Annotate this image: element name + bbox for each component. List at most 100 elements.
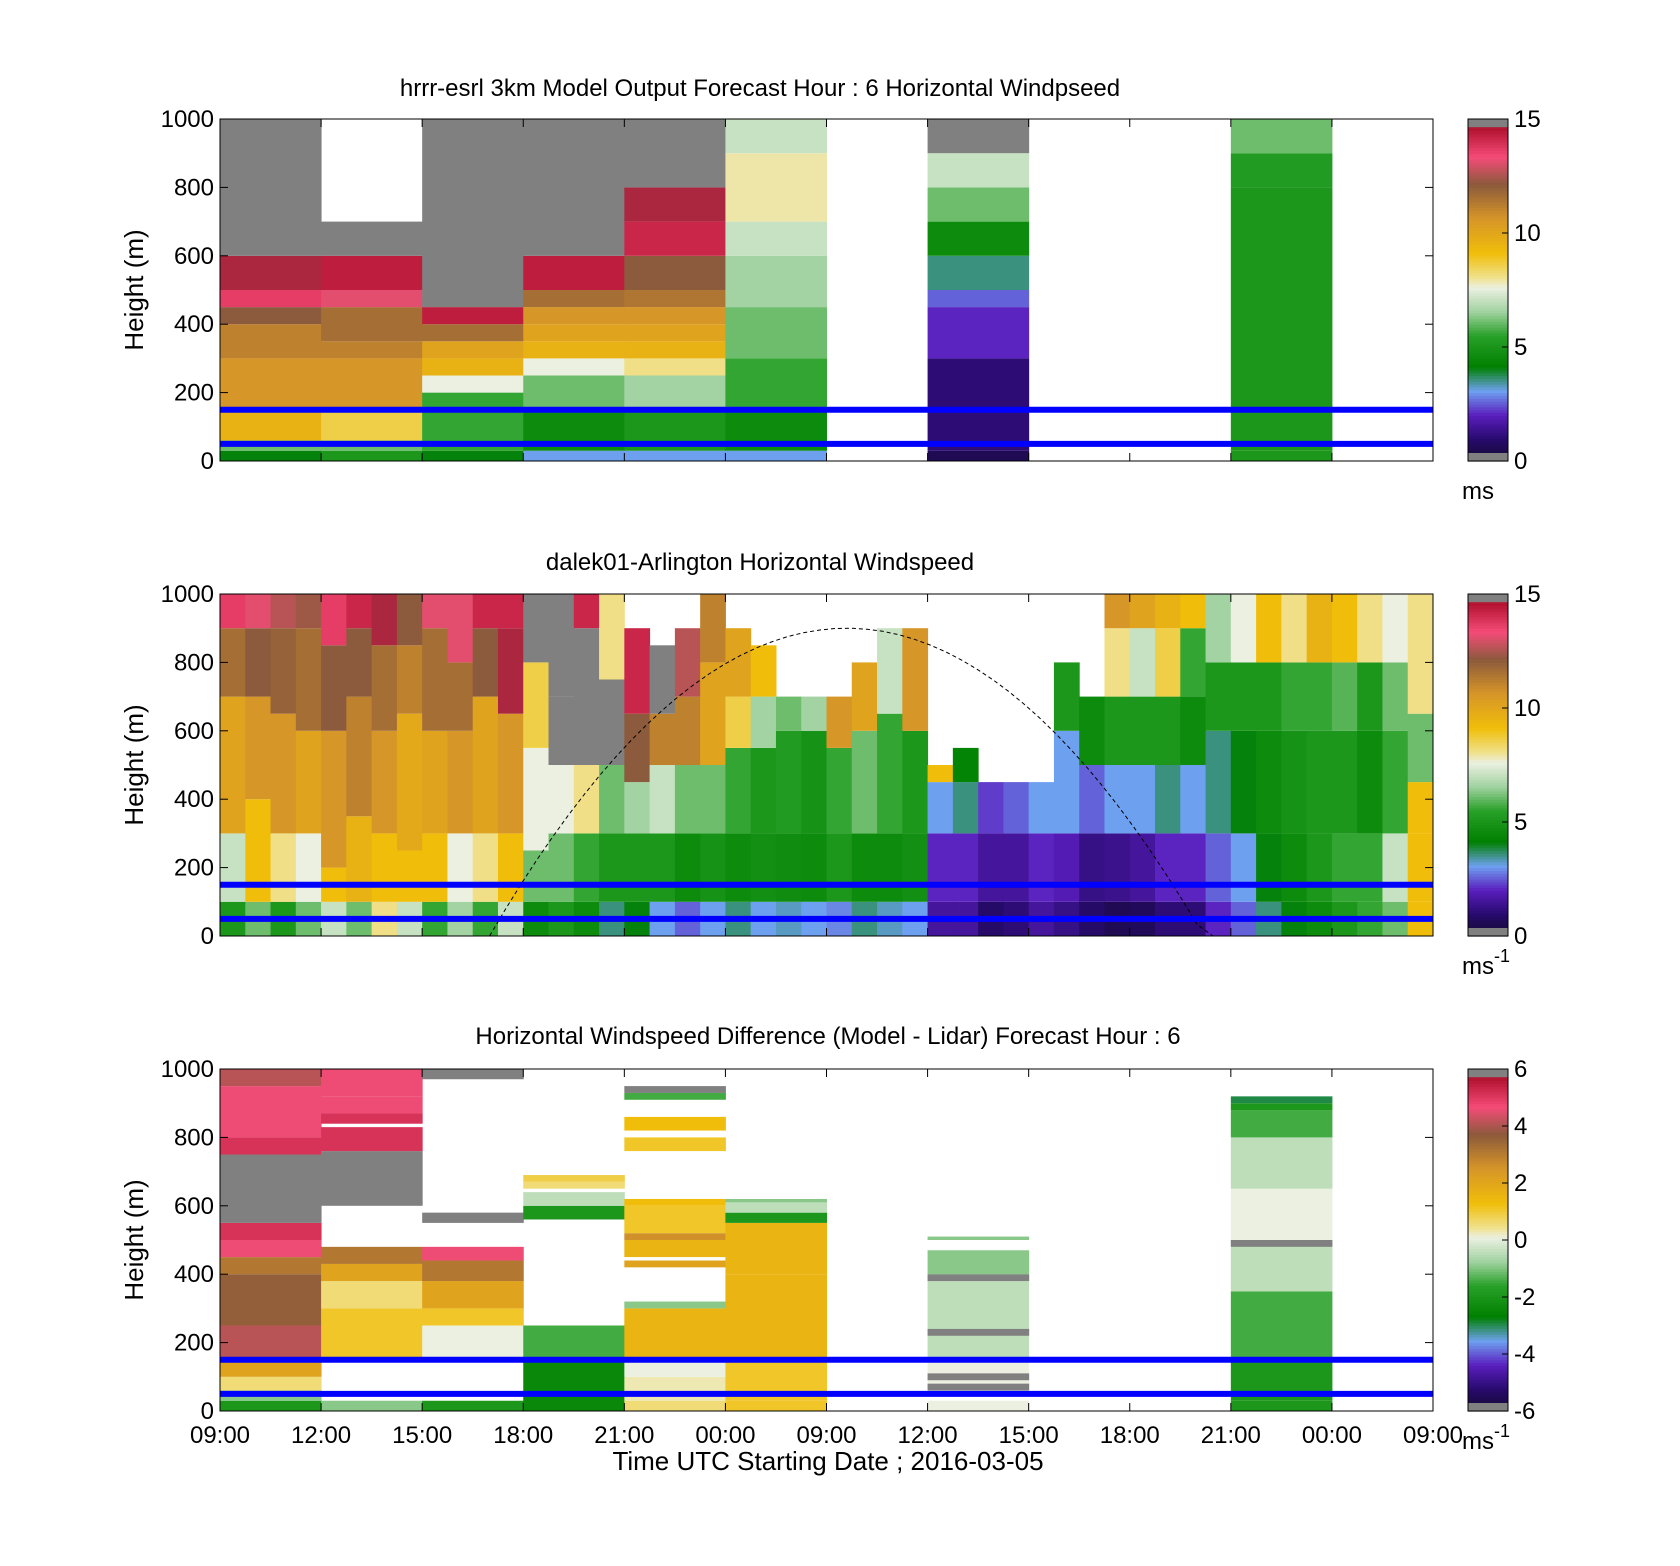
colorbar-swatch [1468,867,1508,872]
colorbar-swatch [1468,916,1508,920]
heatmap-cell [624,221,726,256]
colorbar-tick-label: -2 [1514,1284,1535,1311]
colorbar-swatch [1468,1277,1508,1281]
colorbar-swatch [1468,653,1508,658]
heatmap-cell [674,628,701,697]
colorbar-swatch [1468,341,1508,345]
heatmap-cell [1281,662,1308,731]
colorbar-swatch [1468,819,1508,823]
colorbar-swatch [1468,730,1508,735]
colorbar-swatch [1468,756,1508,760]
colorbar-swatch [1468,1268,1508,1272]
colorbar-swatch [1468,389,1508,394]
heatmap-cell [1079,696,1105,765]
heatmap-cell [396,645,423,714]
heatmap [220,1069,1333,1411]
heatmap-cell [321,1308,423,1360]
heatmap-cell [927,187,1030,222]
colorbar-swatch [1468,193,1508,197]
heatmap-cell [624,1092,726,1100]
colorbar-swatch [1468,1126,1508,1130]
colorbar-swatch [1468,1371,1508,1375]
heatmap-cell [220,358,322,410]
heatmap-cell [422,628,448,731]
colorbar-swatch [1468,1225,1508,1230]
panel-title: dalek01-Arlington Horizontal Windspeed [546,549,974,576]
colorbar-swatch [1468,375,1508,379]
colorbar-swatch [1468,1391,1508,1395]
colorbar-swatch [1468,670,1508,675]
heatmap-cell [750,696,777,748]
heatmap-cell [1079,833,1105,902]
colorbar-swatch [1468,1288,1508,1292]
colorbar-swatch [1468,1220,1508,1224]
colorbar-swatch [1468,352,1508,357]
heatmap-cell [573,628,600,765]
heatmap-cell [725,450,827,461]
colorbar-swatch [1468,662,1508,666]
heatmap-cell [472,696,499,834]
colorbar-swatch [1468,608,1508,612]
heatmap-cell [321,1281,423,1309]
colorbar-swatch [1468,1117,1508,1121]
heatmap-cell [624,1240,726,1258]
heatmap-cell [725,747,752,834]
colorbar-swatch [1468,1271,1508,1275]
heatmap-cell [927,221,1030,256]
heatmap-cell [295,594,322,629]
heatmap-cell [927,1274,1030,1282]
colorbar-swatch [1468,1214,1508,1218]
colorbar-swatch [1468,1308,1508,1312]
colorbar-swatch [1468,181,1508,186]
colorbar-swatch [1468,261,1508,265]
heatmap-cell [624,1400,726,1411]
heatmap-cell [321,1113,423,1124]
colorbar-swatch [1468,358,1508,362]
heatmap-cell [321,1096,423,1114]
heatmap-cell [220,1069,322,1087]
heatmap-cell [523,1181,625,1189]
colorbar-swatch [1468,1091,1508,1096]
colorbar-swatch [1468,762,1508,766]
colorbar-tick-label: 15 [1514,106,1541,133]
heatmap-cell [321,450,423,461]
heatmap-cell [775,833,802,902]
colorbar-swatch [1468,312,1508,317]
colorbar-swatch [1468,864,1508,869]
colorbar-swatch [1468,1362,1508,1366]
colorbar-swatch [1468,1157,1508,1161]
heatmap-cell [826,696,853,748]
colorbar-tick-label: 15 [1514,581,1541,608]
colorbar-swatch [1468,1388,1508,1392]
heatmap-cell [220,696,246,834]
heatmap-cell [1357,833,1383,902]
colorbar-swatch [1468,150,1508,154]
colorbar-swatch [1468,1257,1508,1261]
heatmap-cell [725,1202,827,1213]
heatmap-cell [371,645,398,731]
heatmap-cell [1331,594,1358,663]
heatmap-cell [624,324,726,342]
heatmap-cell [523,119,625,256]
colorbar-tick-label: 6 [1514,1056,1527,1083]
colorbar-frame [1467,593,1509,937]
heatmap-cell [649,765,676,834]
heatmap-cell [422,1069,524,1080]
heatmap-cell [927,782,954,834]
colorbar-swatch [1468,258,1508,263]
heatmap-cell [548,594,575,697]
colorbar-swatch [1468,719,1508,723]
colorbar-swatch [1468,613,1508,618]
colorbar-swatch [1468,153,1508,157]
colorbar-swatch [1468,435,1508,439]
heatmap-cell [472,594,499,629]
heatmap-cell [523,1205,625,1220]
colorbar-swatch [1468,1234,1508,1238]
colorbar-swatch [1468,267,1508,271]
colorbar-swatch [1468,710,1508,715]
colorbar-swatch [1468,682,1508,686]
heatmap-cell [1331,833,1358,902]
colorbar-swatch [1468,338,1508,342]
colorbar-swatch [1468,876,1508,880]
colorbar-swatch [1468,1097,1508,1101]
